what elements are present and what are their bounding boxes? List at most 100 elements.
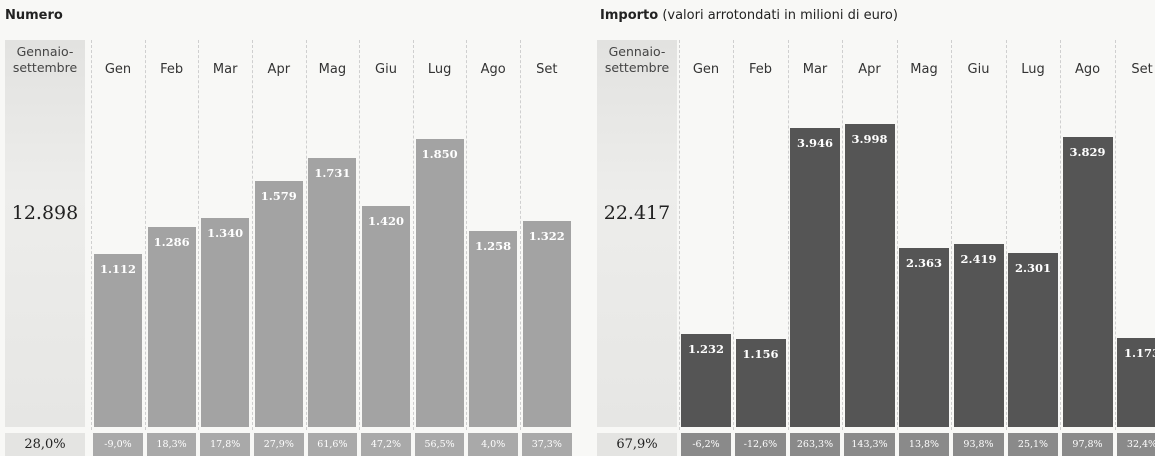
- column-separator: [520, 40, 521, 430]
- total-label: Gennaio-settembre: [604, 44, 670, 75]
- x-tick-label: Apr: [858, 62, 881, 77]
- bar: [899, 247, 949, 427]
- value-label: 3.946: [796, 135, 833, 150]
- chart-title: Numero: [5, 8, 63, 23]
- total-value: 12.898: [11, 202, 79, 224]
- column-separator: [787, 40, 789, 430]
- x-tick-label: Mag: [910, 62, 938, 77]
- column-separator: [1005, 40, 1007, 430]
- change-cell: 4,0%: [468, 433, 518, 456]
- change-cell: 97,8%: [1062, 433, 1113, 456]
- bar: [953, 243, 1004, 427]
- x-tick-label: Gen: [104, 62, 132, 77]
- value-label: 1.850: [421, 147, 458, 161]
- bar: [147, 226, 196, 427]
- value-label: 1.156: [742, 347, 779, 362]
- total-change: 28,0%: [5, 433, 85, 456]
- total-label: Gennaio-settembre: [12, 44, 78, 75]
- bar: [1008, 252, 1058, 427]
- bar: [469, 231, 518, 427]
- bar: [1117, 338, 1155, 427]
- column-separator: [359, 40, 361, 430]
- change-cell: 47,2%: [361, 433, 411, 456]
- value-label: 2.301: [1014, 260, 1051, 275]
- x-tick-label: Mar: [212, 62, 238, 77]
- value-label: 1.340: [207, 226, 244, 241]
- value-label: 2.419: [960, 251, 997, 266]
- change-cell: 18,3%: [146, 433, 197, 456]
- x-tick-label: Set: [1131, 62, 1153, 77]
- column-separator: [252, 40, 253, 430]
- column-separator: [144, 40, 146, 430]
- value-label: 1.173: [1123, 346, 1155, 361]
- x-tick-label: Lug: [1021, 62, 1045, 77]
- change-cell: 263,3%: [789, 433, 841, 456]
- change-cell: 17,8%: [200, 433, 250, 456]
- bar: [415, 139, 464, 427]
- bar: [308, 157, 357, 427]
- column-separator: [1060, 40, 1062, 430]
- total-column: [597, 40, 677, 427]
- value-label: 3.829: [1069, 144, 1106, 159]
- change-cell: 56,5%: [414, 433, 465, 456]
- subtitle: (valori arrotondati in milioni di euro): [662, 8, 898, 23]
- column-separator: [896, 40, 898, 430]
- x-tick-label: Apr: [267, 62, 291, 77]
- value-label: 1.731: [314, 165, 351, 180]
- x-tick-label: Set: [536, 62, 558, 77]
- value-label: 1.232: [687, 341, 724, 356]
- change-cell: -12,6%: [735, 433, 786, 456]
- chart-title: Importo (valori arrotondati in milioni d…: [600, 8, 898, 23]
- change-cell: 61,6%: [307, 433, 358, 456]
- column-separator: [91, 40, 93, 430]
- x-tick-label: Giu: [967, 62, 990, 77]
- title-text: Importo: [600, 8, 659, 23]
- change-cell: 37,3%: [522, 433, 572, 456]
- column-separator: [305, 40, 307, 430]
- column-separator: [466, 40, 468, 430]
- x-tick-label: Lug: [427, 62, 452, 77]
- column-separator: [198, 40, 200, 430]
- value-label: 1.579: [260, 189, 297, 204]
- column-separator: [678, 40, 680, 430]
- value-label: 3.998: [851, 132, 888, 146]
- x-tick-label: Gen: [692, 62, 720, 77]
- change-cell: -9,0%: [93, 433, 143, 456]
- bar: [735, 339, 786, 427]
- bar: [362, 205, 410, 427]
- total-value: 22.417: [603, 202, 671, 224]
- change-cell: -6,2%: [680, 433, 732, 456]
- x-tick-label: Feb: [160, 62, 184, 77]
- value-label: 1.322: [528, 229, 565, 244]
- total-change: 67,9%: [597, 433, 677, 456]
- x-tick-label: Giu: [375, 62, 397, 77]
- change-cell: 32,4%: [1116, 433, 1155, 456]
- x-tick-label: Feb: [748, 62, 773, 77]
- bar: [522, 221, 571, 427]
- title-text: Numero: [5, 8, 63, 23]
- column-separator: [842, 40, 844, 430]
- value-label: 1.258: [475, 239, 512, 254]
- column-separator: [733, 40, 735, 430]
- change-cell: 13,8%: [898, 433, 950, 456]
- bar: [254, 181, 303, 427]
- total-column: [5, 40, 85, 427]
- bar: [681, 333, 731, 427]
- bar: [790, 127, 840, 427]
- bar: [201, 218, 250, 427]
- change-cell: 143,3%: [844, 433, 895, 456]
- column-separator: [951, 40, 953, 430]
- value-label: 1.420: [367, 213, 404, 228]
- change-cell: 27,9%: [254, 433, 304, 456]
- x-tick-label: Ago: [480, 62, 506, 77]
- column-separator: [1114, 40, 1116, 430]
- change-cell: 93,8%: [953, 433, 1004, 456]
- change-cell: 25,1%: [1007, 433, 1059, 456]
- x-tick-label: Mag: [318, 62, 347, 77]
- value-label: 2.363: [905, 255, 942, 270]
- x-tick-label: Mar: [802, 62, 828, 77]
- bar: [94, 253, 142, 427]
- column-separator: [412, 40, 414, 430]
- value-label: 1.286: [153, 234, 190, 249]
